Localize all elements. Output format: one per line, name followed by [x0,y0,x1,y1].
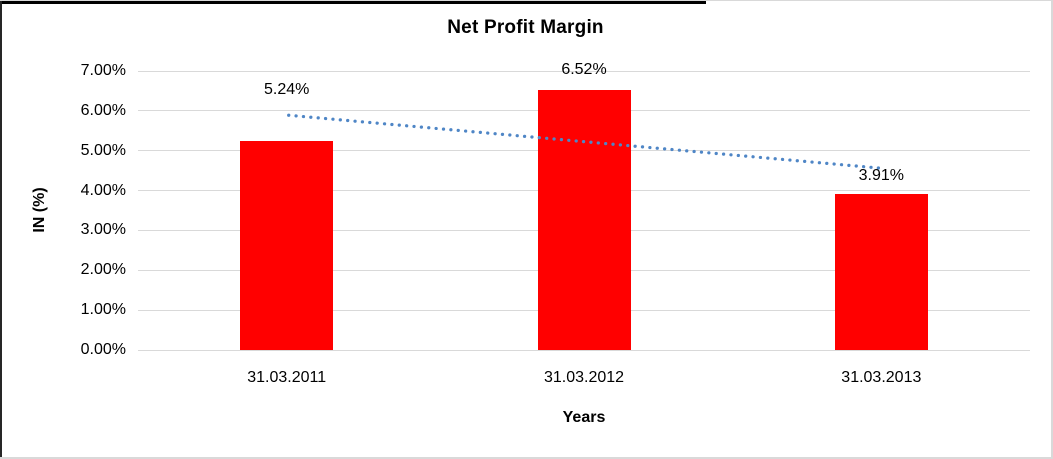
frame-top-border [0,1,706,4]
x-tick-label: 31.03.2012 [543,369,625,386]
y-tick-label: 1.00% [80,301,126,319]
y-tick-label: 2.00% [80,261,126,279]
frame-left-border [0,1,2,457]
trendline-dotted-line [287,113,883,170]
data-label: 5.24% [263,81,310,99]
x-tick-label: 31.03.2011 [247,369,327,386]
y-tick-label: 4.00% [80,181,126,199]
gridline [138,349,1030,351]
y-tick-label: 3.00% [80,221,126,239]
bar-31.03.2013 [834,194,928,350]
bar-31.03.2012 [537,90,631,350]
chart-title: Net Profit Margin [447,17,604,38]
x-axis-title: Years [562,409,606,426]
y-tick-label: 7.00% [80,62,126,79]
data-label: 6.52% [561,60,607,78]
bar-31.03.2011 [240,141,334,350]
y-tick-label: 0.00% [80,341,126,358]
data-label: 3.91% [858,166,905,184]
gridline [138,70,1030,72]
y-tick-label: 5.00% [80,141,126,159]
trendline [287,113,883,170]
plot-area [138,70,1030,351]
x-tick-label: 31.03.2013 [841,369,922,386]
y-tick-label: 6.00% [80,101,126,119]
